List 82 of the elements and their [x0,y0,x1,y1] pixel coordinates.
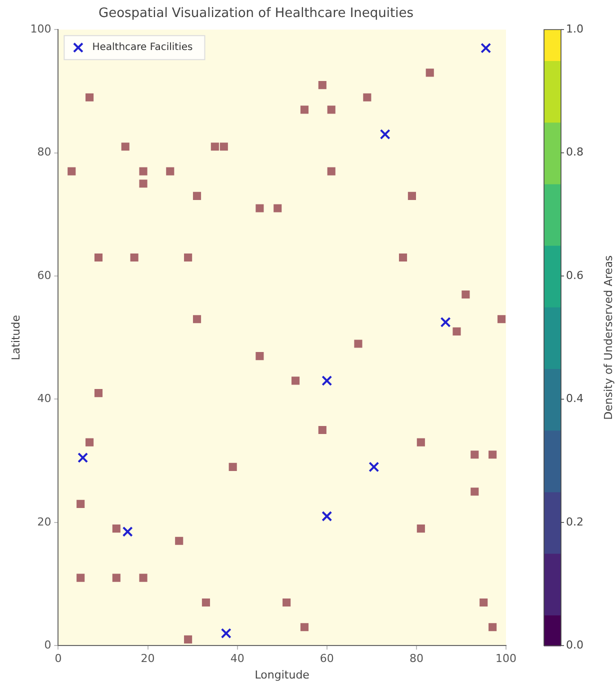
point [166,167,174,176]
point [440,316,451,328]
point [112,524,120,533]
color-bar-label: 1.0 [566,22,584,36]
x-tick-label: 0 [54,652,62,666]
point [78,452,88,463]
point [322,511,332,522]
point [470,488,479,496]
color-bar-label: 0.8 [566,146,584,159]
y-tick-label: 40 [37,392,52,406]
point [322,375,332,386]
point [416,438,425,446]
color-bar-label: 0.6 [566,268,584,282]
color-bar-title: Density of Underserved Areas [602,255,615,420]
point [327,167,336,176]
x-axis-title: Longitude [254,668,310,682]
x-tick-label: 40 [230,652,244,666]
point [139,180,148,188]
point [318,426,326,434]
point [416,524,425,533]
point [76,500,85,508]
point [398,253,408,262]
point [282,598,291,607]
point [202,598,210,607]
point [470,450,479,459]
point [122,526,133,537]
point [76,574,85,582]
point [68,167,76,176]
point [291,376,300,385]
point [220,142,228,151]
point [121,142,130,151]
color-bar-label: 0.2 [566,515,584,528]
point [480,42,492,54]
y-tick-label: 60 [37,268,52,282]
point [488,623,497,632]
point [86,93,94,102]
point [256,204,264,212]
point [452,327,461,336]
point [228,462,237,471]
point [408,192,416,200]
point [354,340,362,348]
point [139,574,148,582]
point [192,192,202,200]
point [139,167,148,176]
y-axis-title: Latitude [9,314,22,360]
x-tick-label: 100 [496,652,516,666]
point [256,352,264,360]
point [488,450,497,459]
point [86,438,94,446]
point [300,623,309,632]
point [327,106,336,114]
y-tick-label: 100 [30,22,52,36]
point [380,129,390,140]
point [220,628,232,639]
y-tick-label: 20 [37,515,52,528]
point [300,106,309,114]
point [274,204,282,212]
point [192,315,202,324]
x-tick-label: 80 [409,652,424,666]
point [497,315,506,324]
point [363,93,372,102]
legend-label: Healthcare Facilities [92,42,193,54]
point [210,142,219,151]
point [480,598,488,607]
y-tick-label: 80 [37,146,52,159]
color-bar-label: 0.4 [566,392,584,406]
point [426,68,434,77]
point [130,253,138,262]
color-bar-label: 0.0 [566,638,584,652]
point [175,536,184,545]
point [94,253,103,262]
point [184,635,192,644]
y-tick-label: 0 [44,638,52,652]
chart-title: Geospatial Visualization of Healthcare Inequities [98,6,414,22]
point [112,574,120,582]
point [462,290,470,299]
point [318,81,326,90]
x-tick-label: 60 [320,652,334,666]
point [94,389,103,398]
x-tick-label: 20 [140,652,155,666]
point [368,462,380,472]
point [184,253,192,262]
